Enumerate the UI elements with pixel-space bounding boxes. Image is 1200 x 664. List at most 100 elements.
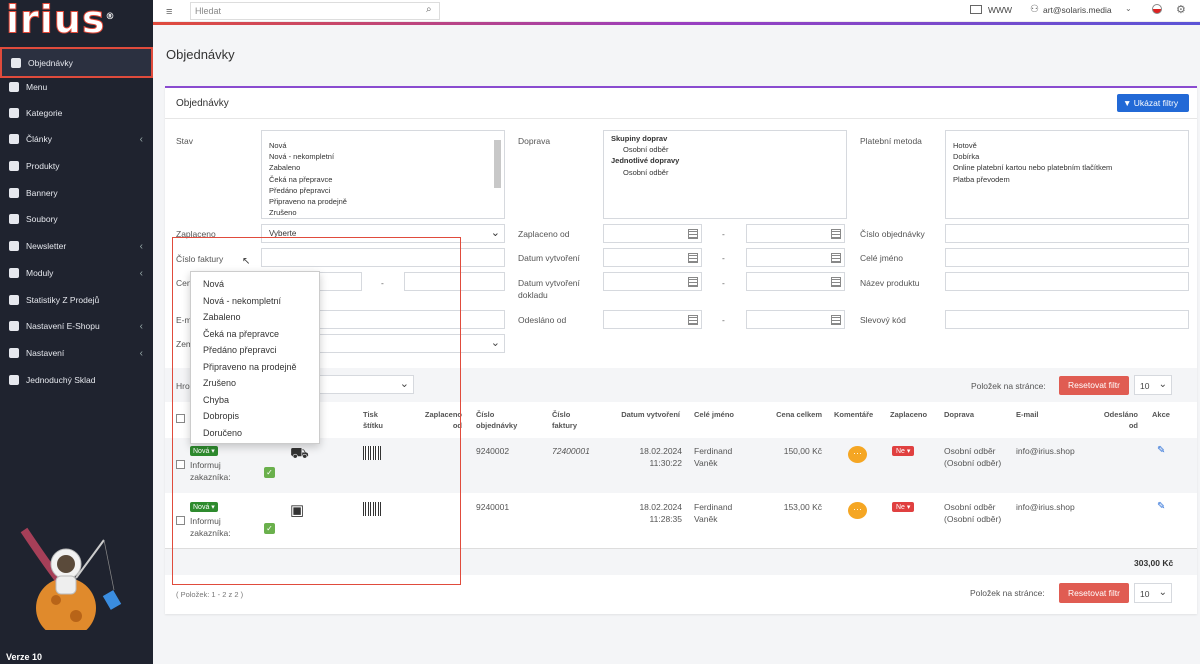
sidebar-item[interactable]: Nastavení ‹ — [0, 340, 153, 366]
per-page-select[interactable]: 10 ⌄ — [1134, 375, 1172, 395]
column-header[interactable]: Odesláno od — [1103, 410, 1138, 430]
column-header[interactable]: Číslo faktury — [552, 410, 578, 430]
edit-icon[interactable]: ✎ — [1157, 445, 1166, 456]
column-header[interactable]: Akce — [1152, 410, 1170, 419]
show-filters-button[interactable]: ▼ Ukázat filtry — [1117, 94, 1189, 112]
calendar-icon[interactable] — [831, 277, 841, 287]
zaplaceno-select[interactable]: Vyberte ⌄ — [261, 224, 505, 243]
option[interactable]: Čeká na přepravce — [269, 174, 333, 184]
date-input[interactable] — [746, 310, 845, 329]
date-input[interactable] — [746, 248, 845, 267]
option[interactable]: Skupiny doprav — [611, 134, 668, 143]
sidebar-item[interactable]: Moduly ‹ — [0, 260, 153, 286]
option[interactable]: Jednotlivé dopravy — [611, 156, 680, 166]
column-header[interactable]: Zaplaceno — [890, 410, 928, 419]
per-page-select[interactable]: 10 ⌄ — [1134, 583, 1172, 603]
column-header[interactable]: Datum vytvoření — [621, 410, 680, 419]
dropdown-option[interactable]: Čeká na přepravce — [203, 328, 280, 339]
column-header[interactable]: Zaplaceno od — [424, 410, 462, 430]
column-header[interactable]: Číslo objednávky — [476, 410, 518, 430]
www-link[interactable]: WWW — [988, 5, 1013, 15]
barcode-icon[interactable] — [363, 502, 381, 516]
option[interactable]: Online platební kartou nebo platebním tl… — [953, 163, 1113, 173]
calendar-icon[interactable] — [831, 253, 841, 263]
cislo-faktury-input[interactable] — [261, 248, 505, 267]
date-input[interactable] — [603, 248, 702, 267]
row-checkbox[interactable] — [176, 460, 185, 469]
option[interactable]: Platba převodem — [953, 174, 1010, 184]
cena-do-input[interactable] — [404, 272, 505, 291]
gear-icon[interactable]: ⚙ — [1176, 4, 1186, 16]
paid-dropdown[interactable]: Ne ▾ — [892, 446, 915, 456]
option[interactable]: Předáno přepravci — [269, 185, 331, 195]
row-checkbox[interactable] — [176, 516, 185, 525]
hamburger-icon[interactable]: ≡ — [166, 6, 173, 18]
platebni-multiselect[interactable]: Hotově Dobírka Online platební kartou nebo… — [945, 130, 1189, 219]
calendar-icon[interactable] — [688, 253, 698, 263]
date-input[interactable] — [603, 224, 702, 243]
dropdown-option[interactable]: Nová - nekompletní — [203, 295, 282, 306]
date-input[interactable] — [746, 224, 845, 243]
table-row[interactable] — [165, 438, 1197, 493]
sidebar-item[interactable]: Soubory — [0, 206, 153, 232]
order-number[interactable]: 9240001 — [476, 502, 510, 512]
chevron-down-icon[interactable]: ⌄ — [1125, 4, 1132, 13]
scrollbar[interactable] — [494, 140, 501, 188]
reset-filter-button[interactable]: Resetovat filtr — [1059, 376, 1129, 395]
doprava-multiselect[interactable]: Skupiny doprav Osobní odběr Jednotlivé d… — [603, 130, 847, 219]
column-header[interactable]: Cena celkem — [776, 410, 822, 419]
invoice-number[interactable]: 72400001 — [552, 446, 590, 456]
calendar-icon[interactable] — [688, 229, 698, 239]
cele-jmeno-input[interactable] — [945, 248, 1189, 267]
dropdown-option[interactable]: Doručeno — [203, 427, 243, 438]
slevovy-kod-input[interactable] — [945, 310, 1189, 329]
column-header[interactable]: Tisk štítku — [363, 410, 384, 430]
flag-icon[interactable] — [1152, 4, 1162, 14]
calendar-icon[interactable] — [688, 277, 698, 287]
option[interactable]: Připraveno na prodejně — [269, 197, 347, 207]
comment-icon[interactable]: ··· — [848, 502, 867, 519]
cislo-objednavky-input[interactable] — [945, 224, 1189, 243]
comment-icon[interactable]: ··· — [848, 446, 867, 463]
status-dropdown[interactable]: Nová ▾ — [190, 446, 218, 456]
option[interactable]: Zrušeno — [269, 208, 297, 218]
option[interactable]: Nová — [269, 141, 287, 150]
sidebar-item[interactable]: Statistiky Z Prodejů — [0, 287, 153, 313]
option[interactable]: Nová - nekompletní — [269, 152, 335, 162]
column-header[interactable]: Doprava — [944, 410, 975, 419]
stav-multiselect[interactable]: Nová Nová - nekompletní Zabaleno Čeká na př… — [261, 130, 505, 219]
sidebar-item[interactable]: Objednávky — [0, 47, 153, 78]
irius-logo[interactable]: irius® — [5, 0, 116, 42]
sidebar-item[interactable]: Newsletter ‹ — [0, 233, 153, 259]
calendar-icon[interactable] — [688, 315, 698, 325]
inform-checkbox[interactable]: ✓ — [264, 523, 275, 534]
search-input[interactable]: Hledat — [190, 2, 440, 20]
option[interactable]: Osobní odběr — [623, 167, 669, 177]
date-input[interactable] — [603, 310, 702, 329]
sidebar-item[interactable]: Nastavení E-Shopu ‹ — [0, 313, 153, 339]
option[interactable]: Zabaleno — [269, 163, 301, 173]
calendar-icon[interactable] — [831, 315, 841, 325]
column-header[interactable]: E-mail — [1016, 410, 1039, 419]
option[interactable]: Osobní odběr — [623, 145, 669, 155]
edit-icon[interactable]: ✎ — [1157, 501, 1166, 512]
stav-dropdown-menu[interactable]: Nová Nová - nekompletní Zabaleno Čeká na př… — [190, 271, 320, 444]
date-input[interactable] — [603, 272, 702, 291]
dropdown-option[interactable]: Chyba — [203, 394, 230, 405]
dropdown-option[interactable]: Dobropis — [203, 411, 240, 421]
status-dropdown[interactable]: Nová ▾ — [190, 502, 218, 512]
select-all-checkbox[interactable] — [176, 414, 185, 423]
sidebar-item[interactable]: Produkty — [0, 153, 153, 179]
order-number[interactable]: 9240002 — [476, 446, 510, 456]
bulk-action-select[interactable]: ⌄ — [300, 375, 414, 394]
column-header[interactable]: Komentáře — [834, 410, 874, 419]
dropdown-option[interactable]: Připraveno na prodejně — [203, 361, 297, 372]
option[interactable]: Hotově — [953, 141, 977, 150]
date-input[interactable] — [746, 272, 845, 291]
sidebar-item[interactable]: Bannery — [0, 180, 153, 206]
dropdown-option[interactable]: Zabaleno — [203, 312, 241, 322]
paid-dropdown[interactable]: Ne ▾ — [892, 502, 915, 512]
dropdown-option[interactable]: Předáno přepravci — [203, 345, 277, 355]
barcode-icon[interactable] — [363, 446, 381, 460]
sidebar-item[interactable]: Články ‹ — [0, 126, 153, 152]
